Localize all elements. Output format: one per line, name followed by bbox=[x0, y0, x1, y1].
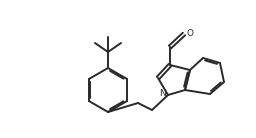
Text: O: O bbox=[187, 30, 194, 39]
Text: N: N bbox=[160, 90, 166, 99]
